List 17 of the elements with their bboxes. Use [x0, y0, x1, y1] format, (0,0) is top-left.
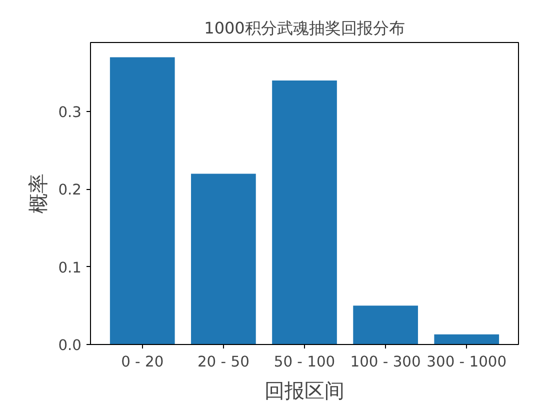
y-axis-title: 概率 — [26, 174, 50, 214]
y-tick-label: 0.1 — [58, 259, 82, 276]
y-tick-label: 0.2 — [58, 182, 82, 199]
bar — [272, 80, 337, 344]
x-tick-label: 20 - 50 — [197, 354, 250, 370]
bar — [110, 57, 175, 344]
x-tick-label: 300 - 1000 — [426, 354, 507, 370]
bar — [353, 306, 418, 344]
x-axis-title: 回报区间 — [264, 378, 344, 402]
x-tick-label: 50 - 100 — [274, 354, 336, 370]
x-tick-label: 0 - 20 — [121, 354, 164, 370]
y-tick-label: 0.3 — [58, 104, 82, 122]
y-tick-label: 0.0 — [58, 337, 82, 354]
chart-title: 1000积分武魂抽奖回报分布 — [204, 18, 405, 38]
bar — [191, 174, 256, 344]
bar — [434, 334, 500, 344]
x-tick-label: 100 - 300 — [350, 354, 421, 370]
